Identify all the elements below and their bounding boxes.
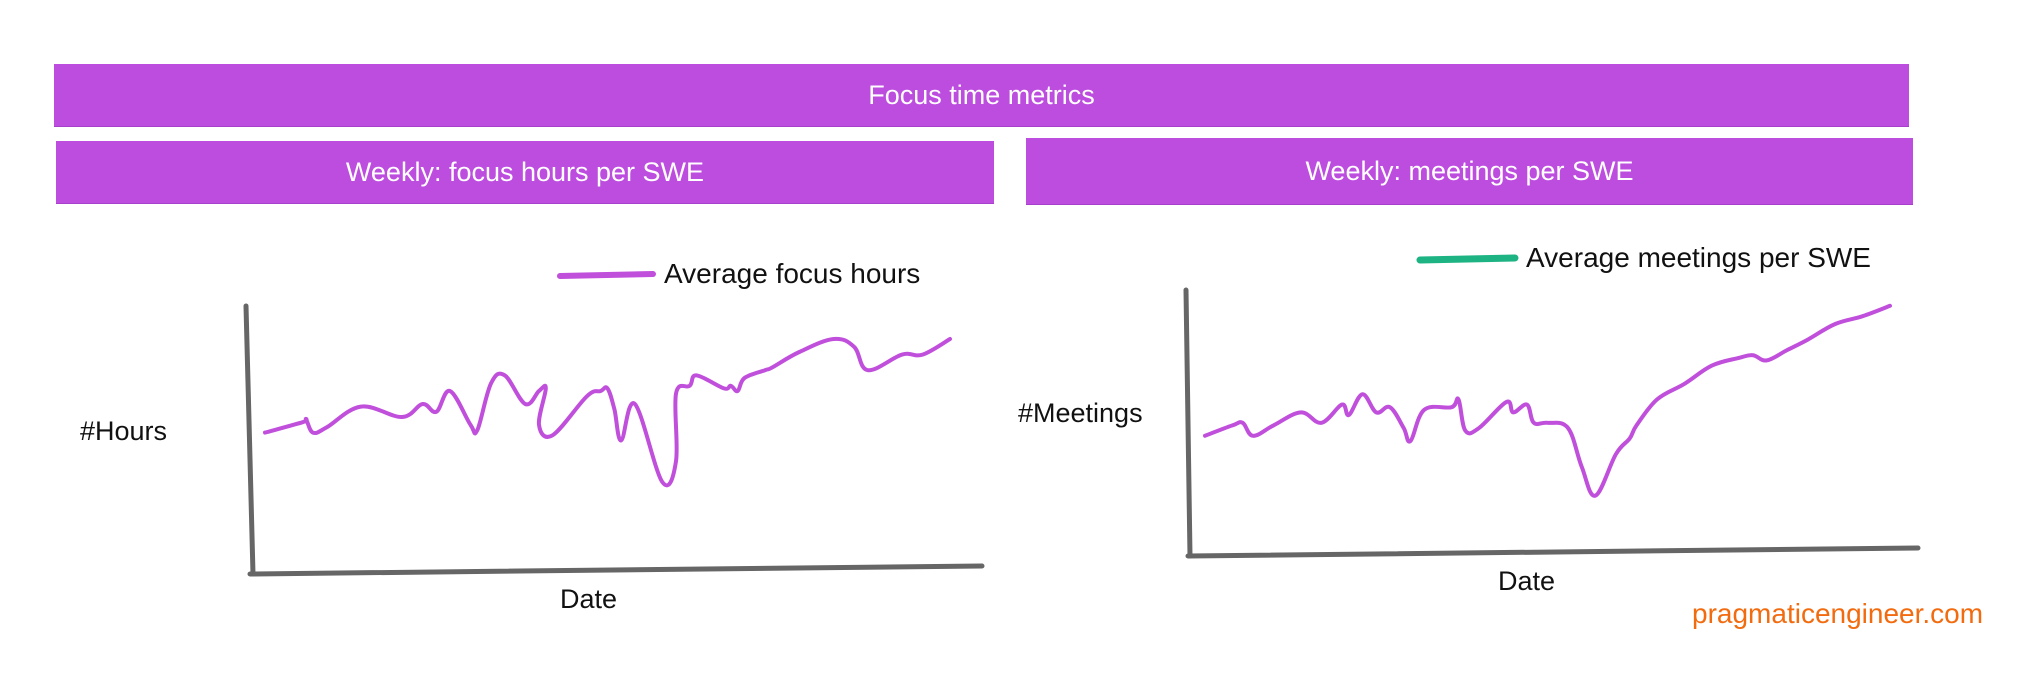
right-legend-label: Average meetings per SWE: [1526, 242, 1871, 273]
left-x-axis: [247, 563, 985, 577]
meetings-chart: #Meetings Date Average meetings per SWE: [1018, 242, 1921, 596]
focus-hours-line: [263, 336, 952, 488]
page-title: Focus time metrics: [868, 79, 1095, 110]
right-x-axis: [1185, 545, 1921, 559]
left-x-axis-label: Date: [560, 584, 617, 614]
left-legend-label: Average focus hours: [664, 258, 920, 289]
right-panel-title: Weekly: meetings per SWE: [1305, 155, 1634, 186]
right-legend-swatch: [1416, 254, 1519, 264]
right-x-axis-label: Date: [1498, 566, 1555, 596]
top-banner: Focus time metrics: [54, 64, 1909, 126]
right-panel-banner: Weekly: meetings per SWE: [1026, 138, 1913, 204]
right-y-axis-label: #Meetings: [1018, 398, 1143, 428]
watermark: pragmaticengineer.com: [1692, 598, 1984, 629]
left-panel-banner: Weekly: focus hours per SWE: [56, 141, 994, 203]
left-panel-title: Weekly: focus hours per SWE: [345, 156, 705, 187]
left-y-axis: [243, 303, 256, 577]
focus-hours-chart: #Hours Date Average focus hours: [80, 258, 985, 614]
left-y-axis-label: #Hours: [80, 416, 167, 446]
right-y-axis: [1183, 287, 1193, 559]
left-legend-swatch: [557, 271, 656, 279]
meetings-line: [1203, 303, 1892, 498]
